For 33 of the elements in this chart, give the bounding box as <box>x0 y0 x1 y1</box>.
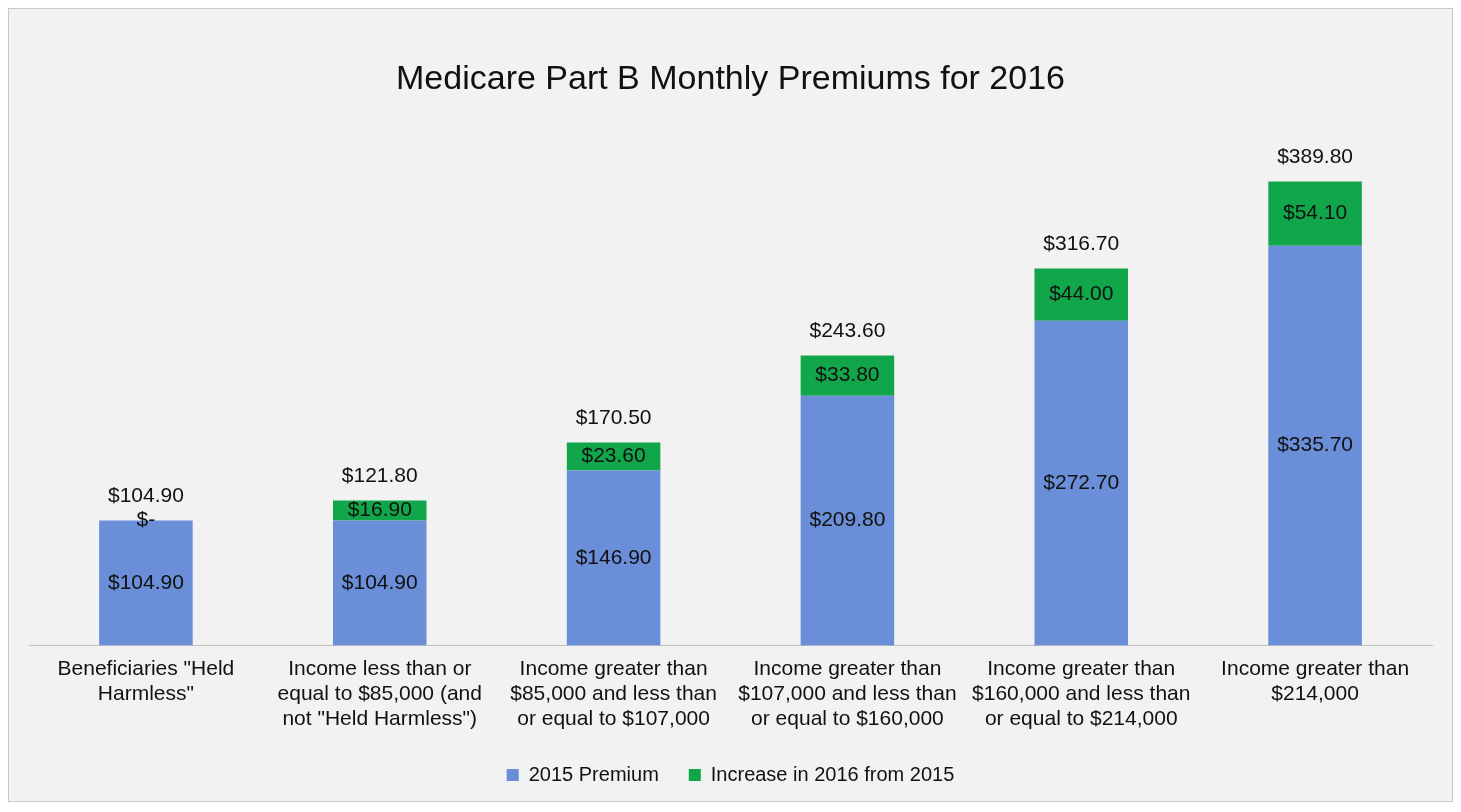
bar <box>800 395 895 646</box>
bar <box>332 520 427 646</box>
data-label: $104.90 <box>341 569 418 593</box>
total-label: $243.60 <box>809 317 886 341</box>
data-label: $16.90 <box>347 497 412 521</box>
data-label: $23.60 <box>581 443 646 467</box>
x-tick-label: Income greater than $85,000 and less than or equal to $107,000 <box>510 655 717 730</box>
x-tick-label: Income greater than $160,000 and less than or equal to $214,000 <box>972 655 1191 730</box>
bar <box>1034 268 1129 321</box>
x-tick-label: Income greater than $214,000 <box>1221 655 1410 704</box>
bar <box>1034 320 1129 646</box>
x-tick-label: Income greater than $107,000 and less than or equal to $160,000 <box>738 655 957 730</box>
total-label: $316.70 <box>1043 230 1120 254</box>
bar <box>1268 245 1362 646</box>
data-label: $44.00 <box>1049 281 1114 305</box>
data-label: $54.10 <box>1282 200 1348 224</box>
bar <box>566 470 661 646</box>
total-label: $104.90 <box>107 482 184 506</box>
legend-label: Increase in 2016 from 2015 <box>710 762 955 785</box>
legend-label: 2015 Premium <box>528 762 659 785</box>
data-label: $209.80 <box>809 507 886 531</box>
x-tick-label: Beneficiaries "Held Harmless" <box>57 655 235 704</box>
total-label: $170.50 <box>575 404 652 428</box>
data-label: $104.90 <box>107 569 184 593</box>
total-label: $389.80 <box>1277 143 1354 167</box>
data-label: $146.90 <box>575 544 652 568</box>
data-label: $33.80 <box>815 362 880 386</box>
bar <box>1268 181 1362 246</box>
total-label: $121.80 <box>341 462 418 486</box>
x-tick-label: Income less than or equal to $85,000 (and not "Held Harmless") <box>277 655 482 730</box>
data-label: $335.70 <box>1277 432 1354 456</box>
data-label: $272.70 <box>1043 469 1120 493</box>
chart-title: Medicare Part B Monthly Premiums for 2016 <box>396 57 1065 96</box>
